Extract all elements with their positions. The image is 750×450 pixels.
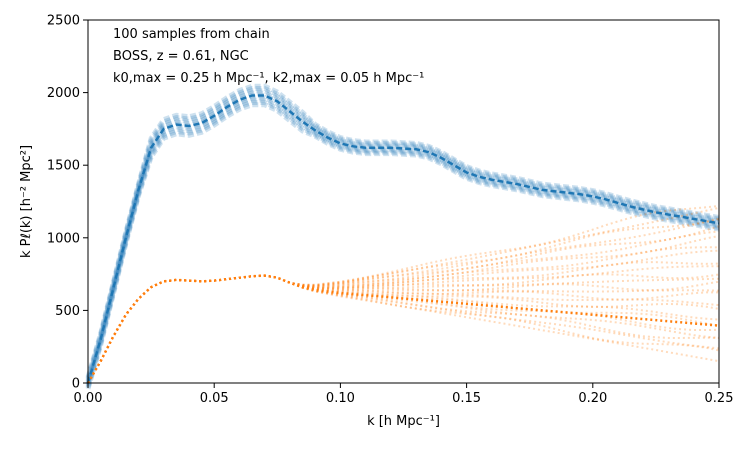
quadrupole-sample-line [87, 274, 720, 384]
x-axis-ticks: 0.00 0.05 0.10 0.15 0.20 0.25 [74, 383, 734, 406]
quadrupole-sample-line [87, 274, 720, 384]
y-tick-label: 500 [55, 304, 80, 319]
annotation-samples: 100 samples from chain [113, 27, 270, 42]
monopole-sample-line [85, 97, 720, 387]
quadrupole-sample-line [87, 218, 720, 384]
monopole-sample-line [85, 88, 720, 381]
x-tick-label: 0.05 [200, 391, 229, 406]
quadrupole-sample-line [87, 204, 720, 384]
monopole-sample-line [85, 102, 720, 390]
monopole-sample-line [85, 83, 720, 378]
x-tick-label: 0.20 [578, 391, 607, 406]
monopole-sample-line [85, 86, 720, 380]
quadrupole-sample-line [87, 274, 720, 384]
quadrupole-sample-line [87, 206, 720, 384]
quadrupole-sample-line [87, 274, 720, 384]
quadrupole-sample-line [87, 274, 720, 384]
sample-bands [85, 83, 720, 390]
annotation-survey: BOSS, z = 0.61, NGC [113, 49, 249, 64]
x-axis-label: k [h Mpc⁻¹] [367, 414, 440, 429]
quadrupole-sample-line [87, 274, 720, 384]
y-tick-label: 2000 [47, 86, 80, 101]
annotation-kmax: k0,max = 0.25 h Mpc⁻¹, k2,max = 0.05 h M… [113, 71, 424, 86]
quadrupole-sample-line [87, 249, 720, 384]
monopole-series-line [86, 94, 720, 384]
quadrupole-sample-line [87, 274, 720, 384]
quadrupole-sample-line [87, 274, 720, 384]
quadrupole-sample-line [87, 274, 720, 384]
x-tick-label: 0.25 [705, 391, 734, 406]
quadrupole-sample-line [87, 246, 720, 384]
y-tick-label: 1000 [47, 231, 80, 246]
sample-lines [86, 94, 720, 384]
x-tick-label: 0.10 [326, 391, 355, 406]
quadrupole-sample-line [87, 261, 720, 384]
quadrupole-sample-line [87, 273, 720, 384]
quadrupole-series-line [86, 274, 720, 384]
x-tick-label: 0.00 [74, 391, 103, 406]
quadrupole-sample-line [87, 234, 720, 384]
quadrupole-sample-line [87, 274, 720, 384]
quadrupole-sample-line [87, 274, 720, 384]
quadrupole-sample-line [87, 230, 720, 384]
y-tick-label: 1500 [47, 159, 80, 174]
y-axis-label: k Pℓ(k) [h⁻² Mpc²] [19, 145, 34, 258]
quadrupole-sample-line [87, 265, 720, 384]
quadrupole-sample-line [87, 217, 720, 384]
quadrupole-sample-line [87, 274, 720, 384]
monopole-sample-line [85, 90, 720, 383]
x-tick-label: 0.15 [452, 391, 481, 406]
monopole-sample-line [85, 99, 720, 389]
y-tick-label: 2500 [47, 14, 80, 29]
quadrupole-sample-line [87, 274, 719, 384]
plot-frame [87, 19, 720, 384]
quadrupole-sample-line [87, 225, 720, 384]
quadrupole-sample-line [87, 274, 720, 384]
y-axis-ticks: 0 500 1000 1500 2000 2500 [47, 14, 88, 392]
y-tick-label: 0 [72, 377, 80, 392]
monopole-sample-line [85, 95, 720, 386]
